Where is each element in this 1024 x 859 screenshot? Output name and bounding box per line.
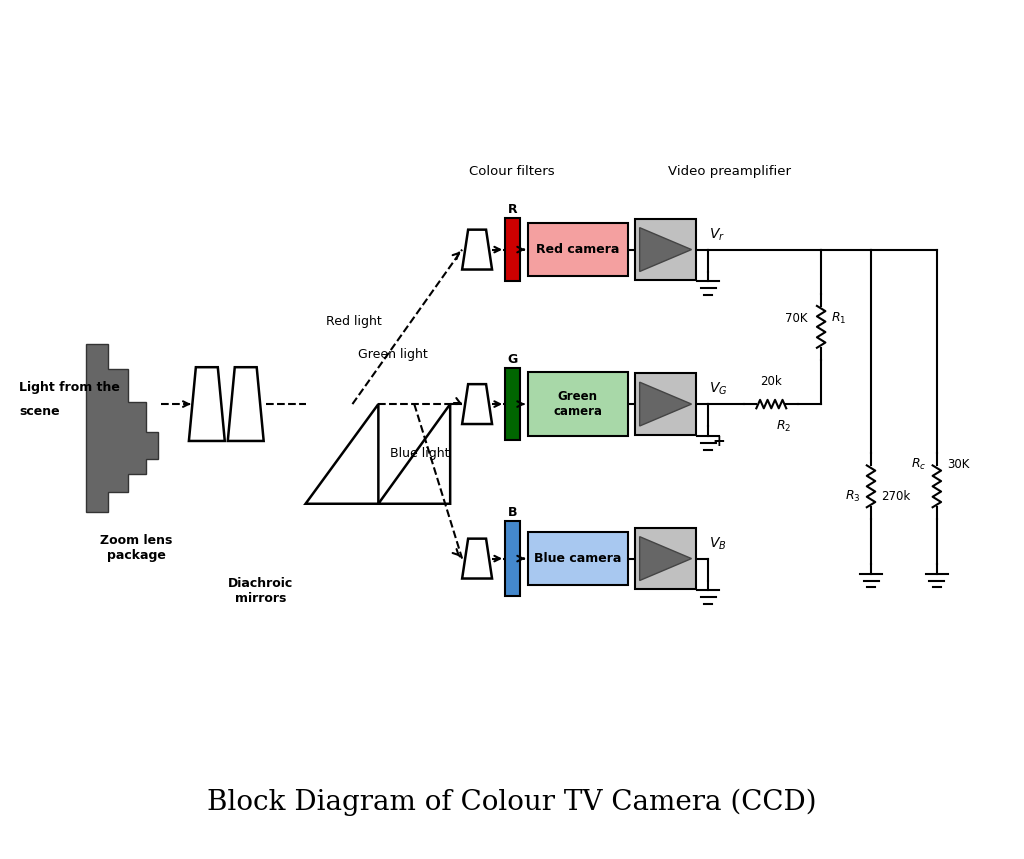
FancyBboxPatch shape [528,222,628,277]
Text: Zoom lens
package: Zoom lens package [99,533,172,562]
Text: Colour filters: Colour filters [469,165,555,178]
FancyBboxPatch shape [635,527,696,589]
FancyBboxPatch shape [635,373,696,435]
Text: 20k: 20k [761,375,782,388]
Text: G: G [507,353,517,366]
Text: 70K: 70K [784,313,807,326]
Text: $R_c$: $R_c$ [911,457,927,472]
Text: $R_1$: $R_1$ [831,311,847,326]
Polygon shape [227,367,263,441]
Text: Light from the: Light from the [19,381,120,393]
Text: 30K: 30K [947,458,969,471]
Text: B: B [508,506,517,519]
Polygon shape [188,367,225,441]
Polygon shape [462,539,493,578]
Text: Green
camera: Green camera [553,390,602,418]
Text: Blue camera: Blue camera [535,552,622,565]
FancyBboxPatch shape [528,372,628,436]
Polygon shape [640,228,691,271]
Text: $R_2$: $R_2$ [776,419,792,434]
FancyBboxPatch shape [528,532,628,586]
Text: Red light: Red light [326,315,381,328]
Text: R: R [508,203,517,216]
FancyBboxPatch shape [635,219,696,281]
Text: Video preamplifier: Video preamplifier [668,165,791,178]
Polygon shape [640,537,691,581]
FancyBboxPatch shape [505,369,520,440]
Polygon shape [86,344,158,512]
Text: +: + [712,435,725,449]
Text: $V_r$: $V_r$ [710,226,725,242]
Polygon shape [640,382,691,426]
FancyBboxPatch shape [505,521,520,596]
Text: Green light: Green light [358,348,428,361]
Text: Blue light: Blue light [390,448,450,460]
Polygon shape [305,404,378,503]
Polygon shape [462,229,493,270]
Polygon shape [378,404,451,503]
Polygon shape [462,384,493,424]
Text: $V_G$: $V_G$ [710,381,728,397]
Text: Diachroic
mirrors: Diachroic mirrors [228,576,293,605]
Text: 270k: 270k [881,490,910,503]
FancyBboxPatch shape [505,217,520,282]
Text: $R_3$: $R_3$ [846,489,861,504]
Text: scene: scene [19,405,60,417]
Text: Block Diagram of Colour TV Camera (CCD): Block Diagram of Colour TV Camera (CCD) [207,789,817,816]
Text: $V_B$: $V_B$ [710,535,727,551]
Text: Red camera: Red camera [537,243,620,256]
